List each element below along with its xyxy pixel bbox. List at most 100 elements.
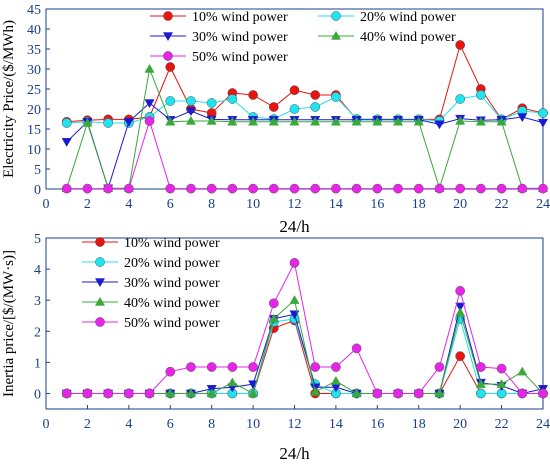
top-series-4-point [248,116,259,126]
bottom-series-5-point [476,362,486,372]
top-x-tick-label: 4 [125,197,132,212]
top-series-5-point [61,183,72,194]
bottom-y-tick-label: 1 [34,356,41,371]
bottom-series-3-point [455,302,466,312]
top-series-1-point [310,90,321,100]
top-y-tick-label: 10 [27,143,41,158]
top-series-4-point [372,116,383,126]
top-series-2-point [476,90,486,100]
bottom-series-4-point [475,379,486,388]
bottom-legend-label: 40% wind power [124,296,220,311]
top-legend-swatch-marker [163,11,173,21]
top-series-2-point [61,118,72,128]
top-series-5-line [66,119,543,190]
top-series-3-line [66,102,544,190]
bottom-series-1-point [455,351,466,361]
bottom-legend-swatch-marker [95,257,105,267]
bottom-y-tick-label: 2 [34,325,41,340]
top-y-tick-label: 35 [27,43,41,58]
top-series-4-point [185,115,196,125]
bottom-y-tick-label: 4 [34,263,41,278]
top-legend-swatch-marker [162,32,174,42]
bottom-x-tick-label: 6 [167,417,174,432]
top-series-5-point [144,116,155,126]
top-x-tick-label: 24 [536,197,550,212]
top-series-5-point [206,183,217,194]
bottom-x-tick-label: 20 [453,417,467,432]
top-x-tick-label: 14 [329,197,343,212]
top-plot-frame [45,8,544,190]
top-series-2-point [103,118,113,128]
bottom-x-tick-label: 12 [288,417,302,432]
top-series-2-point [538,108,548,118]
bottom-series-5-point [413,388,424,399]
top-y-tick-label: 20 [27,103,41,118]
bottom-series-5-point [144,388,155,399]
bottom-series-4-point [351,388,362,398]
top-legend-label: 10% wind power [192,10,288,25]
bottom-series-5-point [82,388,93,399]
top-series-2-point [310,102,321,112]
bottom-x-tick-label: 22 [495,417,509,432]
top-x-tick-label: 22 [495,197,509,212]
bottom-series-4-point [517,366,528,376]
bottom-series-5-point [393,388,403,399]
bottom-series-4-point [455,307,466,317]
top-series-5-point [496,183,507,194]
top-series-1-point [248,90,258,100]
top-series-5-point [310,183,321,194]
top-series-5-point [455,183,466,194]
top-series-4-point [393,116,404,126]
top-series-5-point [227,183,238,194]
top-series-4-point [82,117,93,127]
bottom-series-5-point [206,362,217,372]
bottom-x-tick-label: 18 [412,417,426,432]
bottom-legend-swatch-marker [95,317,105,327]
top-legend-label: 50% wind power [192,50,288,65]
top-series-5-point [413,183,424,194]
top-x-tick-label: 12 [288,197,302,212]
bottom-series-4-point [330,375,341,385]
bottom-series-5-point [248,362,258,372]
bottom-series-3-point [289,310,300,320]
top-series-4-point [144,63,155,73]
top-series-5-point [517,183,528,194]
top-legend-label: 40% wind power [360,30,456,45]
top-series-4-line [66,67,543,190]
bottom-series-5-point [227,362,238,372]
bottom-y-tick-label: 3 [34,294,41,309]
bottom-y-tick-label: 5 [34,232,41,247]
top-series-4-point [351,116,362,126]
top-series-3-point [185,107,196,117]
bottom-series-5-point [455,286,466,296]
bottom-x-axis-title: 24/h [279,444,310,463]
top-series-2-point [206,98,217,108]
top-series-5-point [434,183,445,194]
bottom-series-4-point [310,386,321,396]
bottom-legend-swatch-marker [94,296,106,306]
top-series-3-point [517,113,528,123]
top-series-1-point [268,102,279,112]
bottom-series-5-point [517,388,528,399]
bottom-series-5-point [165,366,176,377]
bottom-x-tick-label: 0 [43,417,50,432]
top-x-tick-label: 8 [208,197,215,212]
top-legend: 10% wind power 30% wind power 50% wind pow… [150,10,456,65]
bottom-series-4-point [268,313,279,323]
top-series-5-point [538,183,548,194]
bottom-series-5-point [268,298,279,309]
top-series-3-point [537,118,549,128]
top-series-4-point [413,116,424,126]
bottom-series-5-point [61,388,72,399]
bottom-series-4-point [496,379,507,388]
bottom-series-4-point [248,388,259,398]
top-series-4-point [455,115,466,125]
bottom-x-tick-label: 14 [329,417,343,432]
top-x-tick-label: 18 [412,197,426,212]
top-legend-label: 20% wind power [360,10,456,25]
top-series-1 [61,40,548,127]
top-y-tick-label: 15 [27,123,41,138]
top-series-4-point [475,116,486,126]
top-series-3-point [434,120,445,130]
bottom-series-5-point [123,388,134,399]
